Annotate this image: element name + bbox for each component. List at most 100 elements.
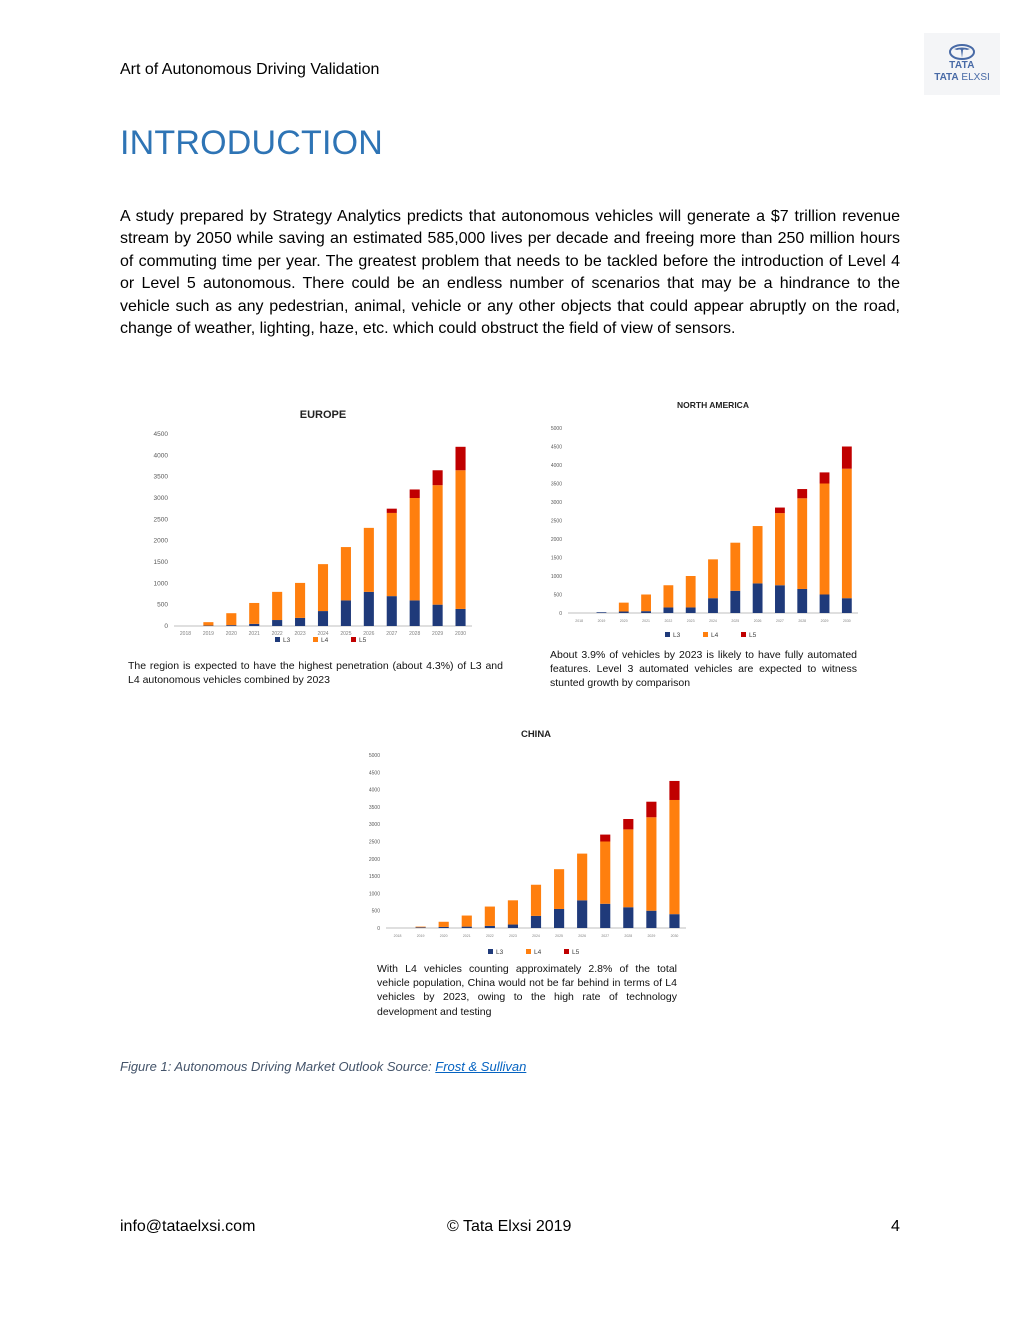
- bar-l4-2020: [618, 602, 629, 612]
- bar-l3-2022: [663, 607, 674, 613]
- source-link[interactable]: Frost & Sullivan: [435, 1059, 527, 1074]
- bar-l5-2030: [669, 780, 680, 800]
- legend-swatch-l5: [351, 637, 356, 642]
- bar-l3-2023: [295, 617, 306, 626]
- x-tick-label: 2027: [386, 631, 397, 637]
- x-tick-label: 2028: [409, 631, 420, 637]
- bar-l3-2030: [455, 608, 466, 626]
- x-tick-label: 2022: [486, 934, 494, 938]
- legend-label-l4: L4: [711, 632, 719, 639]
- legend-swatch-l3: [488, 949, 493, 954]
- legend-swatch-l3: [665, 632, 670, 637]
- chart-title: EUROPE: [300, 409, 346, 421]
- x-tick-label: 2027: [776, 619, 784, 623]
- tata-logo-icon: [949, 44, 975, 60]
- legend-swatch-l4: [703, 632, 708, 637]
- bar-l3-2028: [797, 588, 808, 613]
- x-tick-label: 2029: [647, 934, 655, 938]
- chart-title: CHINA: [521, 729, 551, 740]
- bar-l3-2025: [340, 600, 351, 626]
- logo-brand-line: TATA ELXSI: [934, 72, 990, 84]
- legend-label-l4: L4: [534, 949, 542, 956]
- y-tick-label: 3500: [154, 474, 169, 481]
- y-tick-label: 5000: [551, 426, 562, 432]
- footer-copyright: © Tata Elxsi 2019: [447, 1218, 572, 1235]
- bar-l3-2027: [600, 903, 611, 928]
- bar-l3-2019: [415, 927, 426, 928]
- y-tick-label: 3000: [154, 495, 169, 502]
- bar-l5-2027: [386, 508, 397, 513]
- legend-swatch-l4: [313, 637, 318, 642]
- x-tick-label: 2026: [363, 631, 374, 637]
- bar-l3-2029: [819, 594, 830, 613]
- y-tick-label: 4000: [369, 788, 380, 794]
- x-tick-label: 2028: [624, 934, 632, 938]
- legend-swatch-l5: [741, 632, 746, 637]
- bar-l4-2029: [432, 485, 443, 605]
- y-tick-label: 1500: [369, 874, 380, 880]
- x-tick-label: 2018: [180, 631, 191, 637]
- y-tick-label: 5000: [369, 753, 380, 759]
- x-tick-label: 2019: [417, 934, 425, 938]
- bar-l5-2028: [797, 489, 808, 499]
- bar-l4-2021: [249, 602, 260, 624]
- bar-l5-2030: [455, 446, 466, 471]
- x-tick-label: 2020: [226, 631, 237, 637]
- bar-l3-2027: [386, 596, 397, 626]
- y-tick-label: 4500: [551, 445, 562, 451]
- bar-l3-2024: [317, 611, 329, 626]
- x-tick-label: 2020: [440, 934, 448, 938]
- bar-l4-2022: [484, 906, 495, 926]
- china-chart-svg: CHINA 0 500 1000 1500 2000 2500 3000 3500 4000 450…: [369, 729, 686, 956]
- y-tick-label: 2500: [369, 840, 380, 846]
- x-tick-label: 2018: [394, 934, 402, 938]
- x-tick-label: 2030: [455, 631, 466, 637]
- bar-l3-2028: [409, 600, 420, 626]
- bar-l3-2022: [484, 925, 495, 928]
- x-tick-label: 2020: [620, 619, 628, 623]
- bar-l4-2027: [600, 841, 611, 904]
- x-tick-label: 2018: [575, 619, 583, 623]
- bar-l3-2020: [226, 625, 237, 626]
- y-tick-label: 3000: [551, 500, 562, 506]
- x-tick-label: 2028: [798, 619, 806, 623]
- x-tick-label: 2024: [317, 631, 328, 637]
- x-tick-label: 2023: [509, 934, 517, 938]
- x-tick-label: 2030: [671, 934, 679, 938]
- bar-l5-2028: [409, 489, 420, 498]
- bar-l3-2020: [618, 611, 629, 613]
- logo-product: ELXSI: [961, 72, 990, 83]
- bar-l4-2019: [203, 622, 214, 626]
- europe-chart-svg: EUROPE 0 500 1000 1500 2000 2500 3000 3500 4000 45…: [154, 409, 472, 644]
- bar-l4-2020: [438, 921, 449, 927]
- y-tick-label: 1000: [154, 580, 169, 587]
- legend-swatch-l3: [275, 637, 280, 642]
- x-tick-label: 2021: [249, 631, 260, 637]
- y-tick-label: 2000: [369, 857, 380, 863]
- bar-l5-2030: [841, 446, 852, 469]
- logo-tata-text: TATA: [949, 60, 975, 71]
- bar-l4-2025: [554, 869, 565, 909]
- bar-l3-2024: [708, 598, 718, 613]
- bar-l3-2020: [438, 926, 449, 928]
- bar-l4-2028: [409, 498, 420, 601]
- x-tick-label: 2023: [295, 631, 306, 637]
- bar-l4-2022: [272, 591, 283, 621]
- bar-l4-2026: [752, 526, 763, 584]
- bar-l5-2027: [600, 834, 611, 842]
- bar-l3-2019: [596, 612, 607, 613]
- bar-l3-2030: [841, 598, 852, 613]
- china-caption: With L4 vehicles counting approximately …: [377, 962, 677, 1019]
- legend-label-l3: L3: [673, 632, 681, 639]
- header-title: Art of Autonomous Driving Validation: [120, 61, 380, 78]
- bar-l4-2027: [775, 513, 785, 586]
- x-tick-label: 2029: [432, 631, 443, 637]
- y-tick-label: 500: [554, 593, 563, 599]
- y-tick-label: 4500: [369, 770, 380, 776]
- legend-label-l5: L5: [359, 637, 367, 644]
- bar-l5-2029: [432, 470, 443, 486]
- y-tick-label: 4000: [551, 463, 562, 469]
- bar-l4-2022: [663, 585, 674, 608]
- y-tick-label: 2000: [551, 537, 562, 543]
- bar-l4-2030: [669, 799, 680, 915]
